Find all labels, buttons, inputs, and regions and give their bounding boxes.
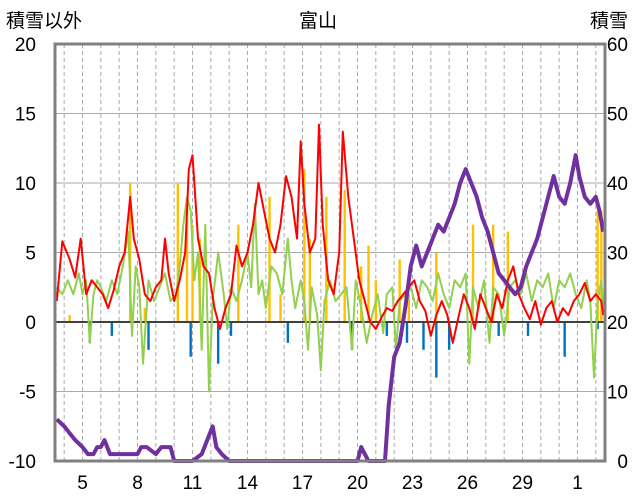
precipitation-bar (143, 308, 147, 322)
left-tick-label: 0 (25, 313, 36, 334)
left-axis-label: 積雪以外 (6, 10, 82, 32)
sunshine_neg-bar (405, 322, 409, 343)
sunshine_neg-bar (435, 322, 438, 378)
x-tick-label: 29 (512, 473, 533, 494)
sunshine_neg-bar (286, 322, 290, 343)
right-tick-label: 30 (607, 244, 628, 265)
sunshine_neg-bar (189, 322, 192, 357)
right-tick-label: 50 (607, 105, 628, 126)
snow_depth-line (55, 153, 606, 463)
left-tick-label: 15 (15, 105, 36, 126)
x-tick-label: 26 (457, 473, 478, 494)
temperature-line (55, 123, 605, 344)
plot-frame (53, 42, 607, 463)
sunshine_neg-bar (526, 322, 530, 336)
left-tick-label: -5 (19, 383, 36, 404)
sunshine_neg-bar (497, 322, 500, 336)
sunshine_neg-bar (216, 322, 220, 364)
precipitation-bar (471, 224, 475, 322)
precipitation-bar (176, 183, 180, 322)
sunshine_neg-bar (422, 322, 425, 350)
left-tick-label: 20 (15, 35, 36, 56)
precipitation-bar (359, 266, 363, 322)
left-tick-label: 10 (15, 174, 36, 195)
right-tick-label: 0 (617, 452, 628, 473)
x-tick-label: 14 (237, 473, 259, 494)
chart-title: 富山 (299, 10, 337, 32)
x-tick-label: 20 (347, 473, 368, 494)
right-tick-labels: 0 10 20 30 40 50 60 (607, 35, 628, 473)
x-tick-label: 8 (132, 473, 143, 494)
precipitation-bar (491, 224, 495, 322)
precipitation-bar (185, 196, 189, 322)
precipitation-bar (68, 315, 71, 322)
sunshine_neg-bar (229, 322, 233, 336)
right-tick-label: 60 (607, 35, 628, 56)
left-tick-labels: -10 -5 0 5 10 15 20 (9, 35, 36, 473)
series-lines (55, 123, 606, 463)
x-tick-labels: 5 8 11 14 17 20 23 26 29 1 (77, 473, 583, 494)
right-tick-label: 10 (607, 383, 628, 404)
precipitation-bar (279, 294, 282, 322)
left-tick-label: -10 (9, 452, 36, 473)
x-tick-label: 5 (77, 473, 88, 494)
sunshine_neg-bar (110, 322, 114, 336)
precipitation-bar (237, 224, 240, 322)
x-tick-label: 17 (292, 473, 313, 494)
x-tick-label: 11 (183, 473, 203, 494)
sunshine_neg-bar (596, 322, 599, 329)
x-tick-label: 1 (572, 473, 583, 494)
precipitation-bar (128, 183, 132, 322)
precipitation-bar (506, 231, 510, 322)
precipitation-bar (600, 210, 603, 322)
sunshine_neg-bar (385, 322, 389, 336)
precipitation-bar (398, 259, 401, 322)
right-axis-label: 積雪 (590, 10, 628, 32)
sunshine_neg-bar (147, 322, 150, 350)
precipitation-bar (596, 210, 599, 322)
right-tick-label: 20 (607, 313, 628, 334)
precipitation-bar (343, 189, 346, 322)
wind-line (56, 195, 605, 393)
precipitation-bar (407, 294, 411, 322)
sunshine_neg-bar (563, 322, 566, 357)
right-tick-label: 40 (607, 174, 628, 195)
left-tick-label: 5 (25, 244, 36, 265)
precipitation-bar (367, 245, 370, 322)
precipitation-bar (268, 196, 271, 322)
precipitation-bar (191, 224, 194, 322)
precipitation-bar (303, 169, 306, 322)
x-tick-label: 23 (402, 473, 423, 494)
precipitation-bar (308, 238, 312, 322)
sunshine_neg-bar (447, 322, 451, 350)
